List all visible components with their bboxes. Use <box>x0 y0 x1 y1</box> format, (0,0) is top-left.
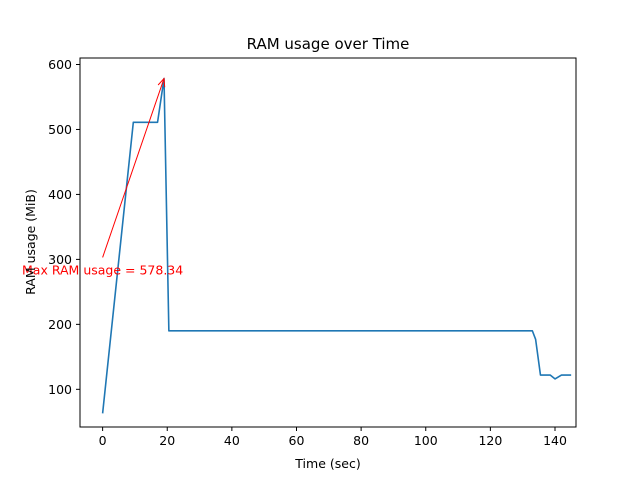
x-tick-label: 80 <box>353 433 369 448</box>
x-tick-label: 20 <box>159 433 175 448</box>
x-tick-label: 0 <box>99 433 107 448</box>
y-axis-label: RAM usage (MiB) <box>23 189 38 295</box>
chart-title: RAM usage over Time <box>247 35 410 53</box>
annotation-label: Max RAM usage = 578.34 <box>22 262 183 277</box>
annotation-arrow-head <box>157 77 166 88</box>
x-tick-label: 60 <box>289 433 305 448</box>
x-tick-label: 120 <box>478 433 502 448</box>
y-tick-label: 300 <box>48 252 72 267</box>
annotation-arrow-shaft <box>102 78 165 258</box>
y-tick-label: 600 <box>48 57 72 72</box>
x-tick-label: 40 <box>224 433 240 448</box>
x-axis-label: Time (sec) <box>294 456 360 471</box>
x-axis-ticks: 0 20 40 60 80 100 120 140 <box>99 427 567 448</box>
x-tick-label: 100 <box>414 433 438 448</box>
y-tick-label: 100 <box>48 382 72 397</box>
x-tick-label: 140 <box>543 433 567 448</box>
y-tick-label: 400 <box>48 187 72 202</box>
y-tick-label: 200 <box>48 317 72 332</box>
max-annotation: Max RAM usage = 578.34 <box>22 77 183 277</box>
y-axis-ticks: 100 200 300 400 500 600 <box>48 57 80 397</box>
plot-area <box>80 58 576 427</box>
y-tick-label: 500 <box>48 122 72 137</box>
ram-usage-line <box>101 77 572 414</box>
plot-frame <box>79 57 577 428</box>
